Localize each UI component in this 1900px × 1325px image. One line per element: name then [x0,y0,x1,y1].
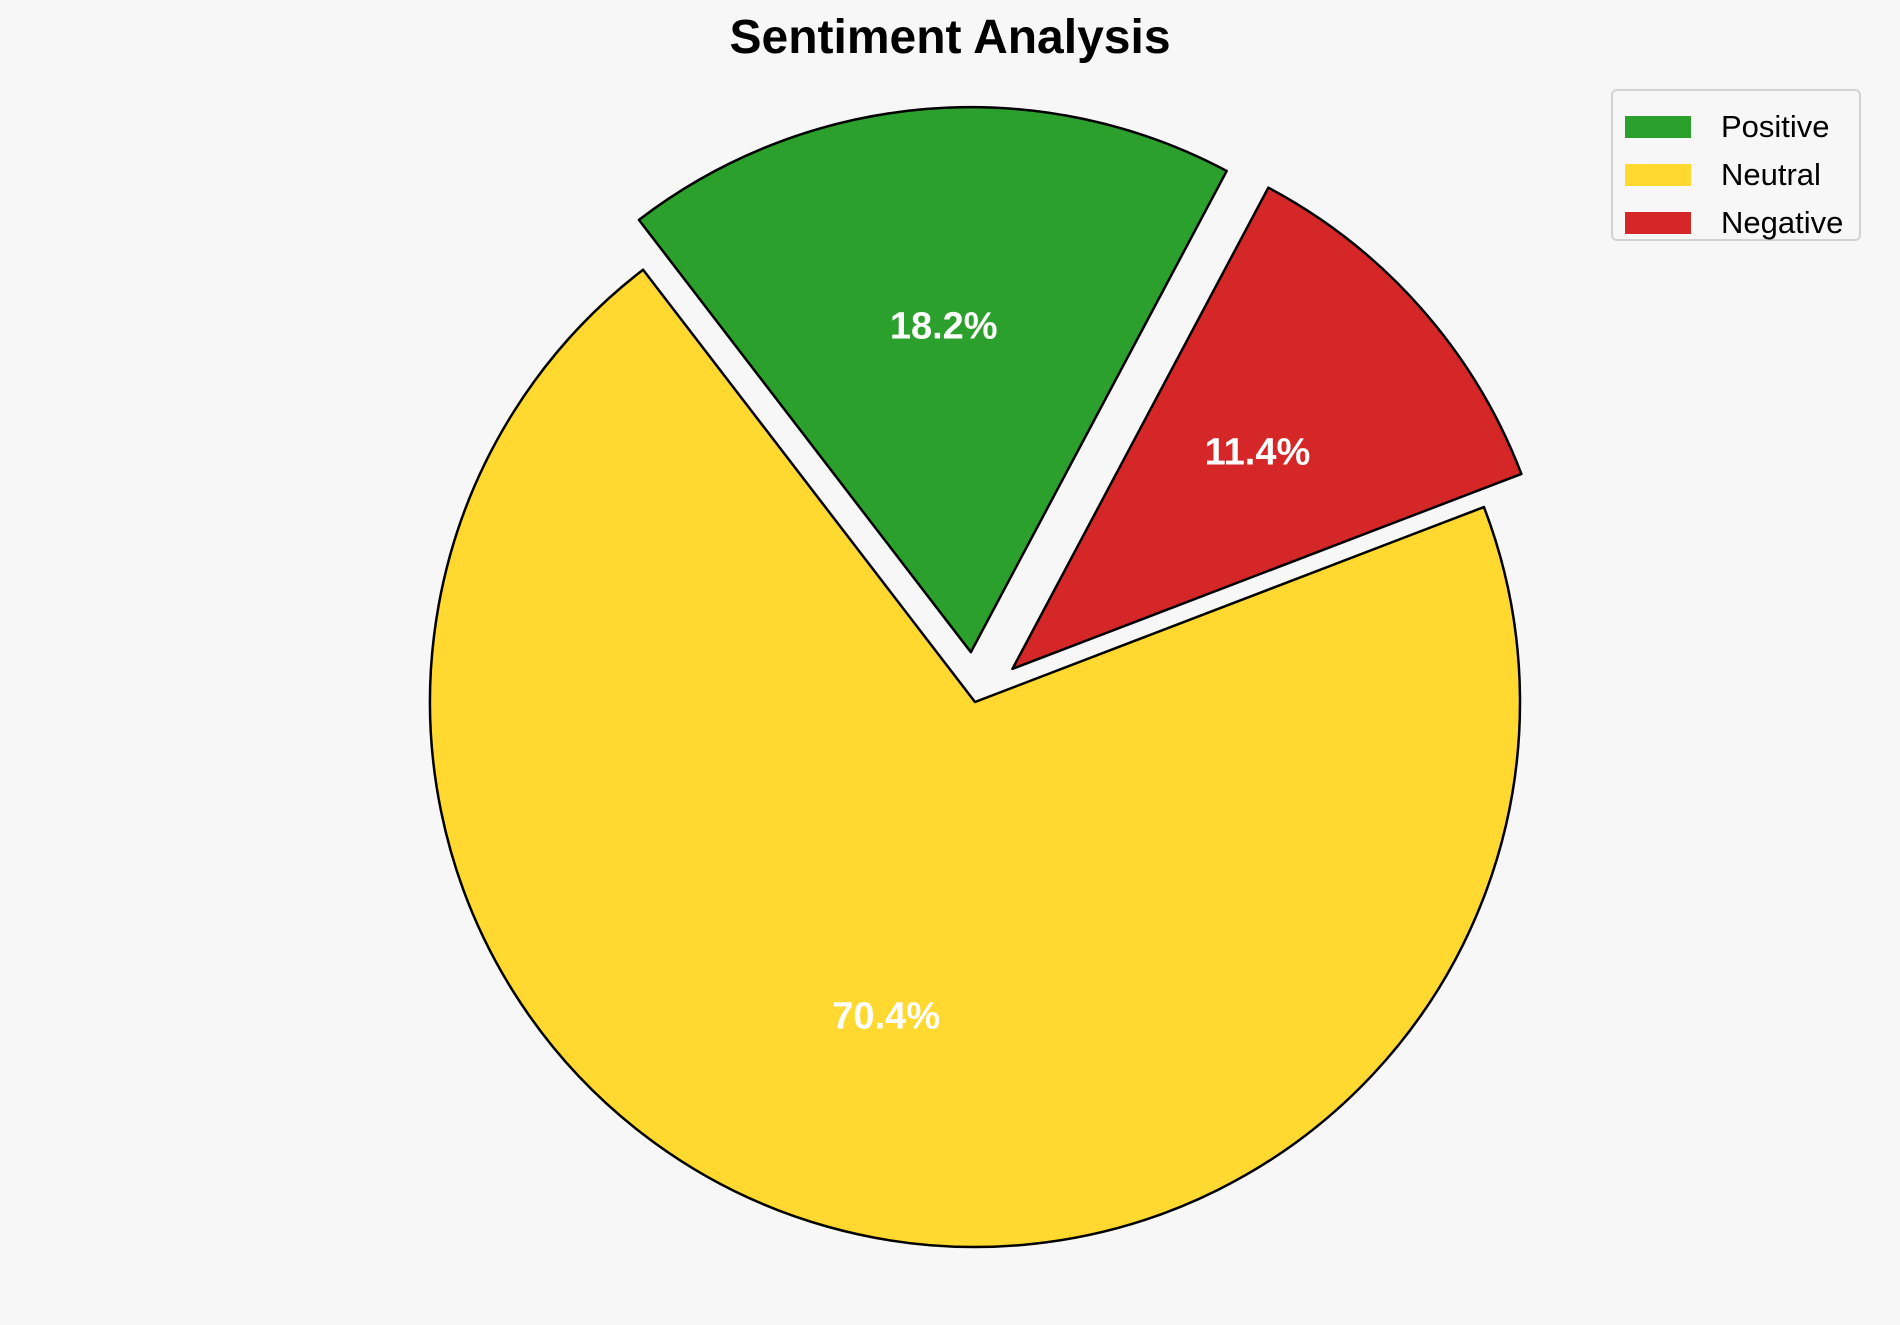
legend-swatch-negative [1625,212,1691,234]
legend-label-positive: Positive [1721,109,1830,144]
legend-swatch-neutral [1625,164,1691,186]
chart-legend: Positive Neutral Negative [1611,89,1861,241]
legend-item-negative: Negative [1625,203,1843,243]
slice-label-neutral: 70.4% [832,996,940,1038]
pie-slice-positive [637,105,1228,654]
legend-label-neutral: Neutral [1721,157,1821,192]
slice-label-positive: 18.2% [890,305,998,347]
pie-slice-neutral [428,268,1522,1249]
legend-item-neutral: Neutral [1625,155,1821,195]
legend-item-positive: Positive [1625,107,1830,147]
legend-swatch-positive [1625,116,1691,138]
slice-label-negative: 11.4% [1205,431,1311,473]
pie-slice-negative [1011,186,1523,671]
legend-label-negative: Negative [1721,205,1844,240]
chart-title: Sentiment Analysis [729,11,1171,64]
